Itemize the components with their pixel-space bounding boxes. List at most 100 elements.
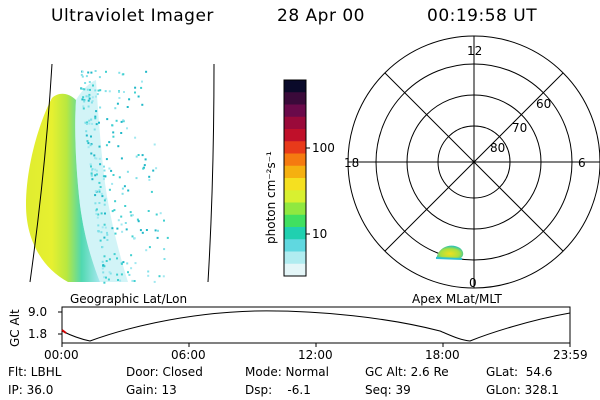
speckle <box>127 189 130 192</box>
speckle <box>125 228 128 231</box>
speckle <box>139 229 142 232</box>
footer-gc-alt: GC Alt: 2.6 Re <box>365 365 449 379</box>
colorbar-segment <box>284 263 306 277</box>
speckle <box>163 219 165 222</box>
polar-aurora-blob <box>436 245 464 259</box>
speckle <box>94 117 97 120</box>
speckle <box>91 168 94 171</box>
speckle <box>120 120 123 123</box>
speckle <box>120 132 123 134</box>
speckle <box>85 122 88 125</box>
speckle-noise <box>80 70 169 284</box>
speckle <box>133 237 136 240</box>
speckle <box>94 174 97 177</box>
speckle <box>85 130 88 133</box>
geographic-image <box>26 63 215 284</box>
speckle <box>109 272 112 275</box>
colorbar-segment <box>284 214 306 228</box>
speckle <box>112 135 115 138</box>
polar-lat-60: 60 <box>536 97 552 111</box>
speckle <box>131 214 134 217</box>
speckle <box>101 246 104 248</box>
speckle <box>100 231 103 234</box>
speckle <box>117 279 119 281</box>
speckle <box>120 262 123 265</box>
speckle <box>86 140 89 143</box>
altitude-ytick-9: 9.0 <box>28 305 48 319</box>
date-label: 28 Apr 00 <box>277 6 365 26</box>
speckle <box>105 276 107 279</box>
xtick-label-12: 12:00 <box>298 348 333 362</box>
speckle <box>103 203 106 206</box>
speckle <box>105 70 107 73</box>
speckle <box>134 262 137 265</box>
speckle <box>88 97 91 100</box>
polar-hour-6: 6 <box>578 156 586 170</box>
speckle <box>108 141 111 144</box>
aurora-emission <box>26 93 100 283</box>
speckle <box>120 273 123 276</box>
speckle <box>114 200 117 203</box>
speckle <box>118 176 121 179</box>
speckle <box>141 231 144 234</box>
speckle <box>108 167 111 170</box>
polar-hour-12: 12 <box>467 44 483 58</box>
speckle <box>111 182 114 185</box>
speckle <box>133 280 136 282</box>
speckle <box>89 163 92 166</box>
speckle <box>108 258 111 261</box>
speckle <box>106 118 109 121</box>
speckle <box>118 97 121 99</box>
speckle <box>130 254 133 257</box>
speckle <box>88 93 91 96</box>
speckle <box>87 105 90 108</box>
speckle <box>114 107 117 110</box>
speckle <box>103 169 106 172</box>
footer-flt: Flt: LBHL <box>8 365 62 379</box>
speckle <box>108 90 111 93</box>
speckle <box>147 274 150 277</box>
speckle <box>135 155 138 158</box>
speckle <box>130 214 133 217</box>
altitude-curve <box>61 310 571 342</box>
speckle <box>99 89 102 92</box>
colorbar-segment <box>284 202 306 216</box>
speckle <box>94 157 97 160</box>
speckle <box>110 169 113 172</box>
speckle <box>106 233 109 236</box>
speckle <box>90 135 92 138</box>
speckle <box>131 279 134 282</box>
colorbar-segment <box>284 129 306 142</box>
speckle <box>83 99 86 101</box>
speckle <box>134 86 137 89</box>
speckle <box>91 178 94 181</box>
speckle <box>120 223 123 226</box>
polar-diagonal-2 <box>384 72 564 252</box>
speckle <box>101 226 104 229</box>
speckle <box>93 154 96 157</box>
speckle <box>83 88 86 91</box>
xtick-label-18: 18:00 <box>425 348 460 362</box>
speckle <box>80 73 83 76</box>
speckle <box>87 146 90 149</box>
speckle <box>85 75 88 78</box>
speckle <box>97 224 100 227</box>
speckle <box>121 192 124 195</box>
speckle <box>103 276 106 279</box>
speckle <box>145 70 148 73</box>
speckle <box>103 165 105 168</box>
colorbar-segment <box>284 239 306 252</box>
speckle <box>102 178 105 181</box>
speckle <box>144 158 147 161</box>
speckle <box>85 134 88 137</box>
speckle <box>90 101 93 104</box>
speckle <box>102 271 105 274</box>
current-time-marker <box>61 329 67 334</box>
speckle <box>94 168 97 171</box>
speckle <box>117 219 120 222</box>
speckle <box>96 93 99 96</box>
speckle <box>98 157 101 160</box>
speckle <box>157 229 159 232</box>
speckle <box>111 210 114 213</box>
